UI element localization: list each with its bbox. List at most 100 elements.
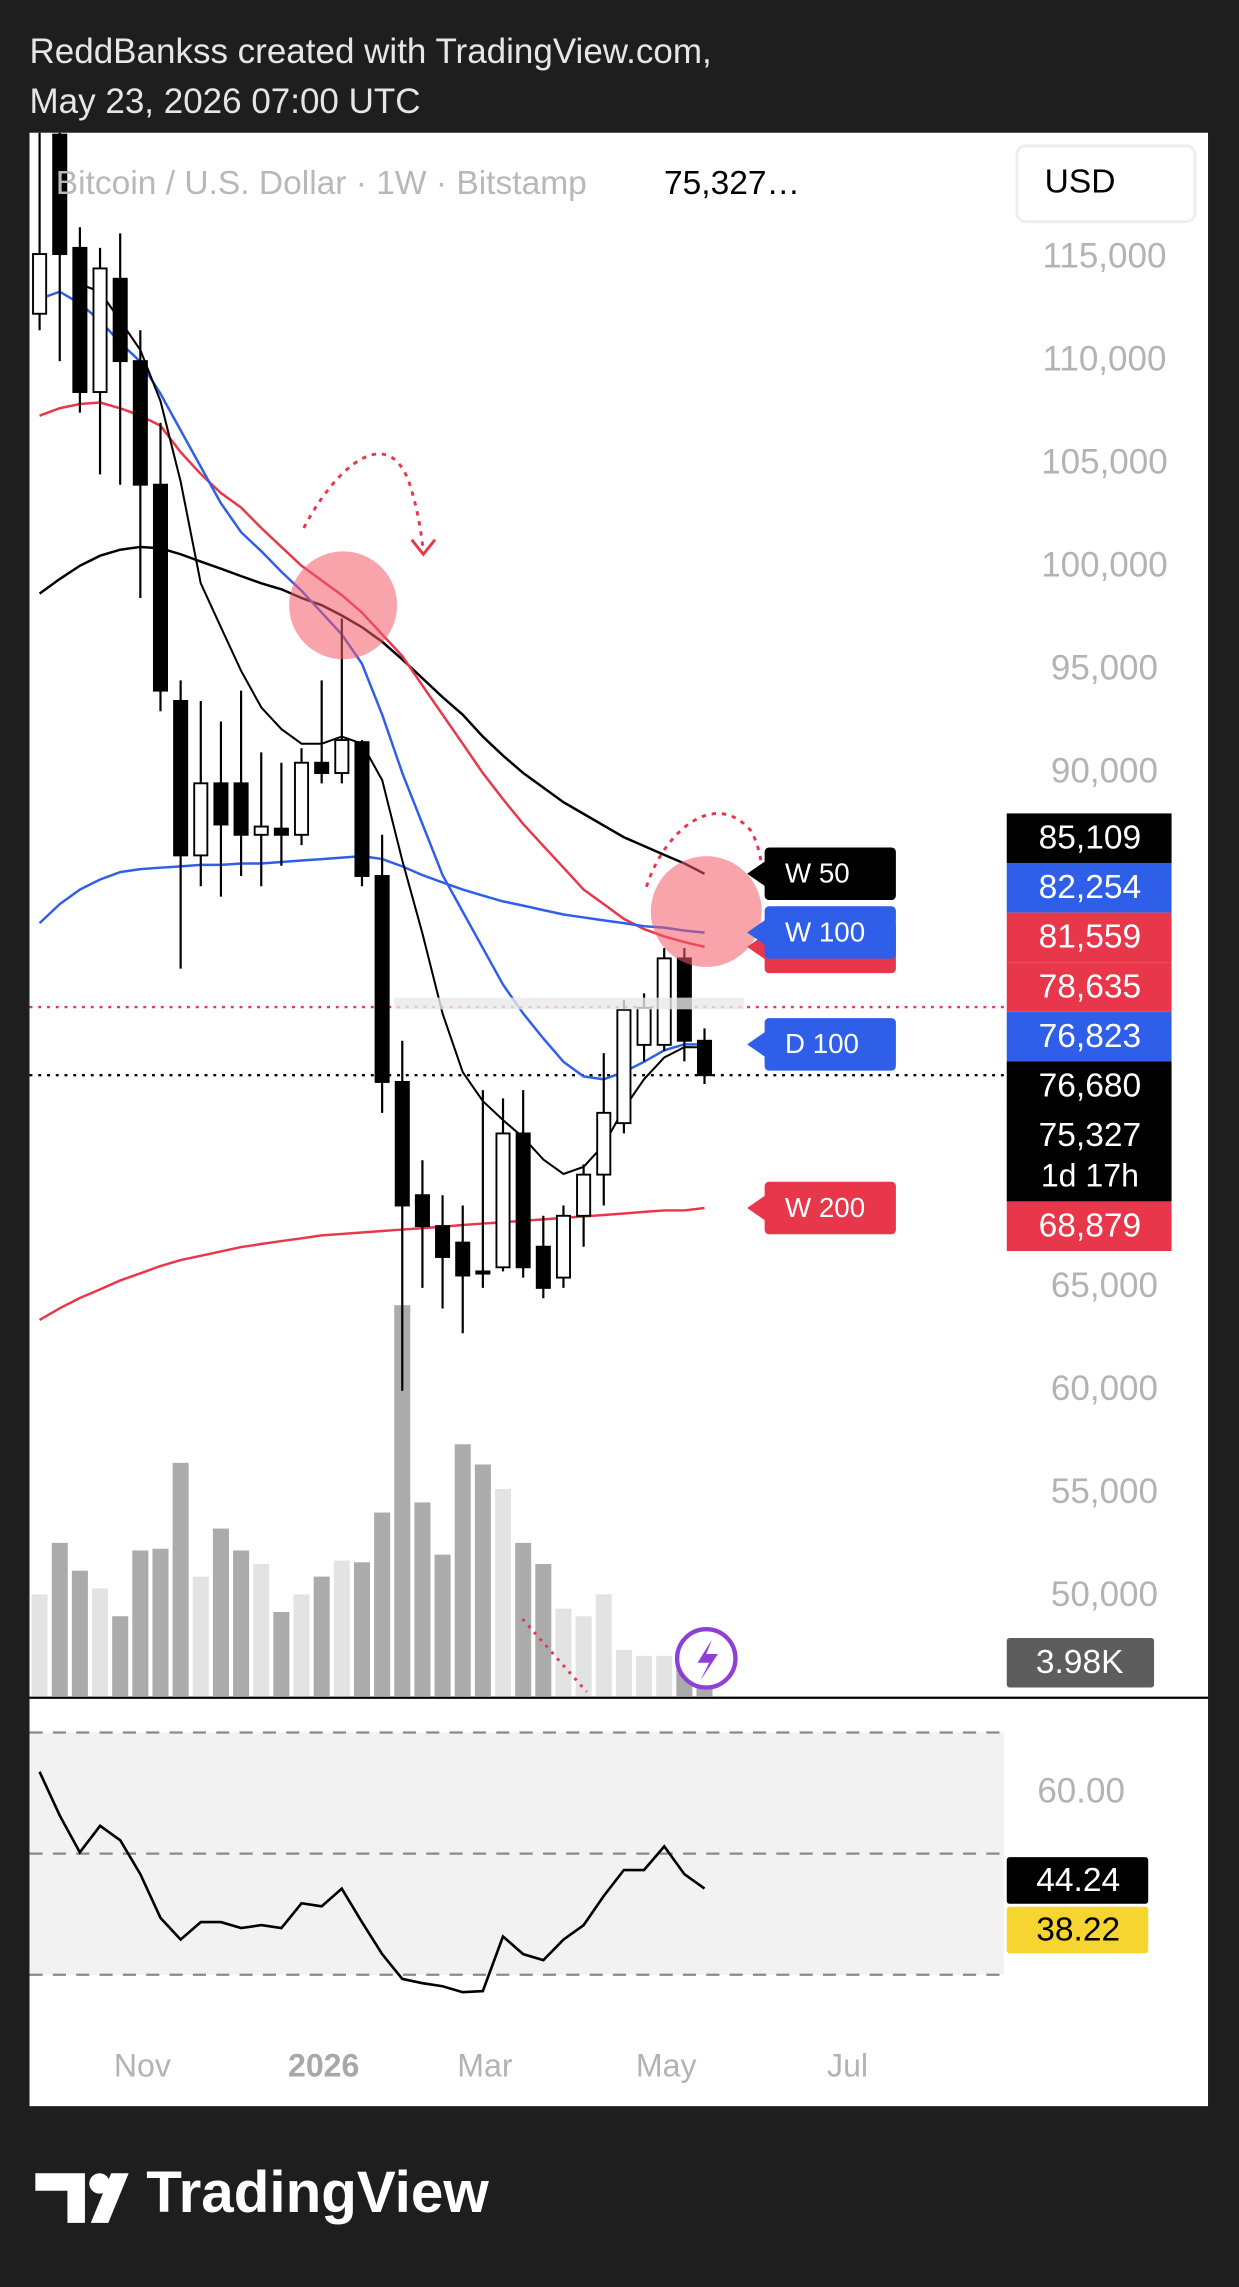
- price-tag: [1006, 962, 1172, 1012]
- series-flag-label: W 50: [785, 858, 850, 889]
- volume-bar: [535, 1563, 552, 1697]
- series-flag: [764, 1181, 896, 1235]
- volume-bar: [92, 1588, 109, 1697]
- candle-body: [354, 741, 370, 877]
- candle-body: [132, 360, 148, 486]
- price-pane: [29, 132, 1007, 1697]
- candle-body: [374, 875, 390, 1083]
- volume-bar: [112, 1616, 129, 1697]
- volume-bar: [132, 1550, 149, 1697]
- moving-average-line: [38, 854, 705, 934]
- volume-bar: [353, 1562, 370, 1697]
- price-tag-label: 82,254: [1039, 869, 1142, 906]
- y-tick-label: 105,000: [1041, 442, 1168, 481]
- overlay: 50,00055,00060,00065,00070,00075,00080,0…: [29, 236, 1172, 2084]
- volume-bar: [273, 1611, 290, 1697]
- volume-bar: [414, 1502, 431, 1697]
- candle-body: [173, 699, 189, 857]
- y-tick-label: 115,000: [1043, 236, 1167, 275]
- author-line: ReddBankss created with TradingView.com,: [30, 32, 712, 71]
- logo-part: [89, 2173, 110, 2194]
- candle-body: [112, 277, 128, 363]
- last-price-header: 75,327…: [664, 165, 800, 202]
- price-tag: [1006, 1110, 1172, 1202]
- currency-label[interactable]: USD: [1045, 164, 1116, 201]
- candle-body: [52, 133, 68, 255]
- volume-tag: [1006, 1637, 1155, 1688]
- volume-bar: [51, 1542, 68, 1697]
- y-tick-label: 65,000: [1051, 1266, 1158, 1305]
- rsi-line: [38, 1771, 706, 1994]
- brand: TradingView: [35, 2160, 489, 2225]
- volume-tag-label: 3.98K: [1036, 1644, 1124, 1681]
- brand-name: TradingView: [146, 2160, 489, 2225]
- candle-body: [273, 827, 289, 836]
- price-tag-label: 75,327: [1039, 1117, 1142, 1154]
- candle-body: [152, 483, 168, 692]
- volume-bar: [71, 1570, 88, 1697]
- annotations: [289, 452, 764, 1693]
- candle-body: [213, 782, 229, 826]
- volume-bar: [293, 1594, 310, 1697]
- candle-body: [435, 1225, 451, 1258]
- volume-bar: [595, 1594, 612, 1697]
- series-flag: [764, 1018, 896, 1071]
- curved-arrow: [645, 812, 764, 888]
- volume-bar: [192, 1576, 209, 1697]
- volume-bar: [333, 1560, 350, 1697]
- candle-body: [294, 761, 310, 836]
- series-flag-arrow: [747, 1031, 767, 1058]
- volume-bar: [212, 1528, 229, 1697]
- candle-body: [253, 825, 269, 836]
- x-tick-label: Mar: [457, 2048, 513, 2084]
- candle-body: [576, 1173, 592, 1217]
- dotted-line: [521, 1618, 588, 1693]
- rsi-tag-label: 38.22: [1036, 1911, 1120, 1948]
- candle-body: [193, 782, 209, 857]
- candle-body: [696, 1039, 713, 1077]
- candle-body: [616, 1008, 632, 1125]
- price-tag: [1006, 1201, 1172, 1251]
- price-tag: [1006, 1011, 1172, 1062]
- volume-bar: [233, 1550, 250, 1697]
- rsi-tag: [1006, 1906, 1149, 1954]
- volume-bar: [575, 1616, 592, 1697]
- y-tick-label: 90,000: [1051, 751, 1158, 790]
- candle-body: [414, 1194, 430, 1228]
- y-tick-label: 50,000: [1051, 1575, 1158, 1614]
- rsi-tick-label: 60.00: [1037, 1771, 1125, 1810]
- arrow-head: [410, 538, 437, 557]
- candle-body: [555, 1214, 571, 1279]
- volume-bar: [172, 1462, 189, 1697]
- volume-bar: [615, 1649, 632, 1697]
- candle-body: [535, 1245, 551, 1289]
- volume-bar: [374, 1512, 391, 1697]
- x-tick-label: Nov: [114, 2048, 171, 2084]
- currency-button[interactable]: [1015, 144, 1197, 224]
- series-flag: [764, 847, 896, 901]
- bolt-icon: [697, 1639, 718, 1681]
- zone: [394, 997, 745, 1010]
- price-tag: [1006, 912, 1172, 963]
- highlight-circle: [650, 856, 762, 968]
- volume-bar: [555, 1608, 572, 1697]
- candle-body: [72, 246, 88, 393]
- price-tag-label: 76,823: [1039, 1018, 1142, 1055]
- price-tag: [1006, 1061, 1172, 1111]
- y-tick-label: 95,000: [1051, 648, 1158, 687]
- candle-body: [32, 253, 48, 315]
- volume-bar: [454, 1444, 471, 1697]
- price-tag: [1006, 813, 1172, 864]
- candle-body: [455, 1241, 471, 1277]
- volume-bar: [636, 1655, 653, 1697]
- y-tick-label: 100,000: [1041, 545, 1168, 584]
- candle-body: [314, 761, 330, 774]
- y-tick-label: 60,000: [1051, 1369, 1158, 1408]
- candle-body: [636, 1006, 652, 1046]
- volume-bar: [253, 1563, 270, 1697]
- candle-body: [515, 1132, 531, 1269]
- volume-bar: [494, 1488, 512, 1697]
- series-flag-arrow: [747, 860, 767, 887]
